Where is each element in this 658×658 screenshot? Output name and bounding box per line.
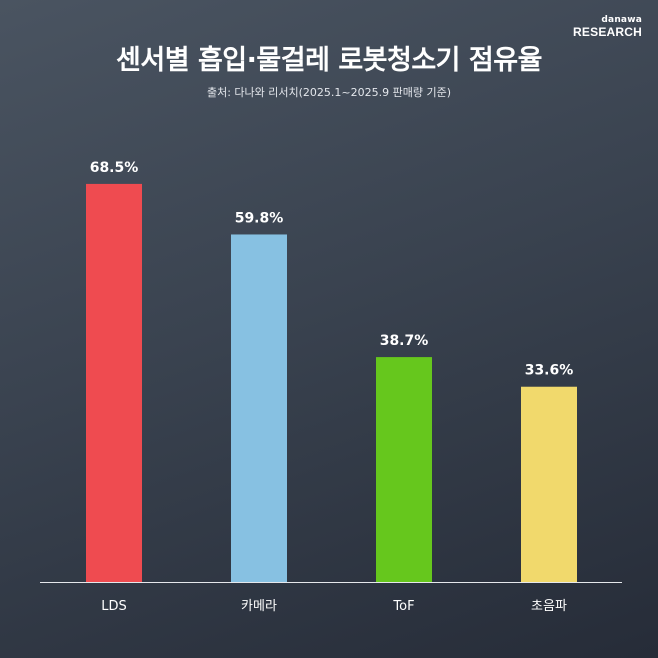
category-label: ToF bbox=[392, 599, 414, 614]
bar-value-label: 33.6% bbox=[525, 363, 574, 379]
bar-value-label: 38.7% bbox=[380, 333, 429, 349]
bar-1 bbox=[86, 183, 142, 582]
danawa-research-logo: danawa RESEARCH bbox=[573, 15, 642, 39]
bar-value-label: 68.5% bbox=[90, 160, 139, 176]
bar-2 bbox=[231, 234, 287, 582]
logo-top-text: danawa bbox=[601, 15, 642, 25]
category-label: LDS bbox=[101, 599, 127, 614]
category-label: 카메라 bbox=[241, 599, 277, 614]
category-label: 초음파 bbox=[531, 599, 567, 614]
chart-title: 센서별 흡입·물걸레 로봇청소기 점유율 bbox=[116, 45, 542, 76]
bar-4 bbox=[521, 386, 577, 582]
logo-bottom-text: RESEARCH bbox=[573, 25, 642, 39]
chart-source-note: 출처: 다나와 리서치(2025.1~2025.9 판매량 기준) bbox=[206, 86, 452, 99]
bar-3 bbox=[376, 357, 432, 582]
bar-value-label: 59.8% bbox=[235, 210, 284, 226]
